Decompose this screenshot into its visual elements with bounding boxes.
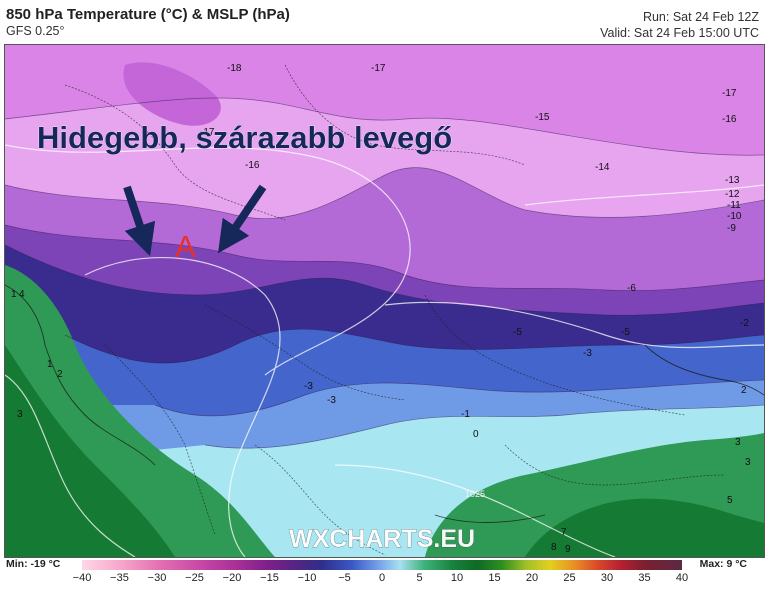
legend-tick-label: 35 [638, 572, 651, 584]
coastlines [5, 284, 764, 523]
overlay-headline: Hidegebb, szárazabb levegő [37, 120, 452, 155]
chart-title: 850 hPa Temperature (°C) & MSLP (hPa) [6, 6, 290, 23]
isotherm-label: -3 [304, 381, 313, 392]
legend-colorbar [82, 560, 682, 570]
model-label: GFS 0.25° [6, 24, 65, 38]
isotherm-label: -6 [627, 283, 636, 294]
arrow-left-icon [123, 185, 156, 257]
map-canvas: -18 -17 -17 -17 -16 -16 -15 -14 -13 -12 … [5, 45, 764, 557]
isotherm-label: -11 [727, 200, 741, 211]
isotherm-label: 3 [17, 409, 23, 420]
isotherm-label: -1 [461, 409, 470, 420]
isotherm-label: 2 [741, 385, 747, 396]
isobar-label: 1025 [465, 489, 485, 499]
legend-tick-label: −20 [222, 572, 242, 584]
run-time: Run: Sat 24 Feb 12Z [642, 10, 759, 24]
legend-tick-label: −25 [185, 572, 204, 584]
isotherm-label: 9 [565, 544, 571, 555]
legend-tick-label: 20 [525, 572, 539, 584]
isotherm-label: 5 [727, 495, 733, 506]
header-right: Run: Sat 24 Feb 12Z Valid: Sat 24 Feb 15… [600, 9, 759, 41]
isotherm-label: 1 [47, 359, 53, 370]
legend-tick-label: −5 [338, 572, 351, 584]
isotherm-label: -14 [595, 162, 610, 173]
watermark: WXCHARTS.EU [289, 525, 475, 553]
legend-tick-label: −35 [110, 572, 129, 584]
isotherm-label: -16 [245, 160, 260, 171]
valid-time: Valid: Sat 24 Feb 15:00 UTC [600, 26, 759, 40]
legend-tick-label: 30 [600, 572, 614, 584]
isotherm-label: 1 [11, 289, 17, 300]
legend-tick-label: 40 [675, 572, 689, 584]
color-legend: Min: -19 °C −40 −35 −30 −25 −20 −15 −10 −5 0 5 10 1… [4, 558, 763, 598]
isotherm-label: -12 [725, 189, 740, 200]
legend-max: Max: 9 °C [699, 558, 747, 570]
isotherm-label: -3 [327, 395, 336, 406]
isotherm-label: -10 [727, 211, 742, 222]
isotherm-label: -16 [722, 114, 737, 125]
isobars [5, 144, 764, 557]
isotherm-label: 3 [745, 457, 751, 468]
arrow-right-icon [218, 184, 267, 254]
magenta-band [5, 45, 764, 156]
weather-map: -18 -17 -17 -17 -16 -16 -15 -14 -13 -12 … [4, 44, 765, 558]
legend-ticks: −40 −35 −30 −25 −20 −15 −10 −5 0 5 10 15 20 25 30 35 40 [73, 572, 688, 588]
legend-min: Min: -19 °C [6, 558, 61, 570]
isotherm-label: -17 [200, 127, 215, 138]
isotherm-label: -5 [621, 327, 630, 338]
legend-tick-label: 0 [378, 572, 386, 584]
isotherm-label: -9 [727, 223, 736, 234]
airflow-arrows [123, 184, 267, 257]
temperature-labels: -18 -17 -17 -17 -16 -16 -15 -14 -13 -12 … [11, 63, 751, 555]
isotherm-label: 7 [561, 527, 567, 538]
legend-tick-label: −30 [147, 572, 167, 584]
isotherm-label: -18 [227, 63, 242, 74]
header-left: 850 hPa Temperature (°C) & MSLP (hPa) GF… [6, 6, 290, 38]
isotherm-label: -17 [722, 88, 737, 99]
borders [64, 64, 726, 556]
isotherm-label: 3 [735, 437, 741, 448]
isotherm-label: 0 [473, 429, 479, 440]
legend-tick-label: 5 [416, 572, 423, 584]
isotherm-label: -3 [583, 348, 592, 359]
dark-green-west [5, 345, 175, 557]
isotherm-label: -15 [535, 112, 550, 123]
isotherm-label: -17 [371, 63, 386, 74]
legend-tick-label: −40 [72, 572, 92, 584]
isotherm-label: 8 [551, 542, 557, 553]
dark-green-south [525, 498, 764, 557]
legend-tick-label: 15 [488, 572, 501, 584]
isotherm-label: 4 [19, 289, 25, 300]
isotherm-label: -2 [740, 318, 749, 329]
isotherm-label: -5 [513, 327, 522, 338]
legend-tick-label: −10 [297, 572, 317, 584]
legend-tick-label: 10 [450, 572, 464, 584]
anticyclone-marker: A [175, 229, 196, 264]
legend-tick-label: 25 [563, 572, 576, 584]
isotherm-label: 2 [57, 369, 63, 380]
isotherm-label: -13 [725, 175, 740, 186]
legend-tick-label: −15 [260, 572, 279, 584]
cold-core [123, 62, 221, 126]
